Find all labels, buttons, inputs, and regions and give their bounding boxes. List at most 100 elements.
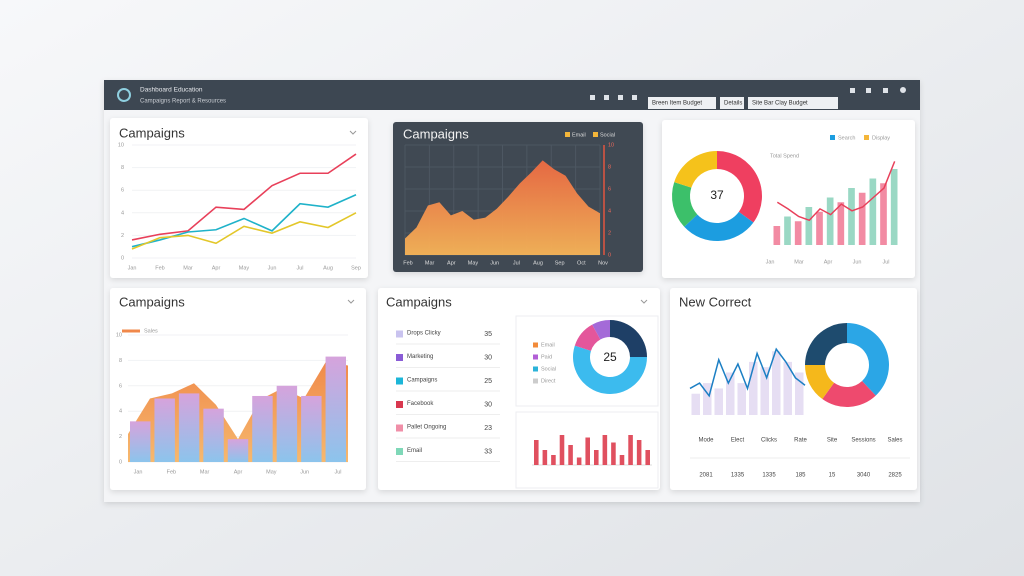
bar — [749, 361, 758, 415]
series-line — [689, 347, 806, 398]
bar — [551, 455, 556, 465]
legend-swatch — [864, 135, 869, 140]
series-line — [776, 161, 896, 222]
table-header: Clicks — [761, 438, 777, 444]
app-title: Dashboard Education — [140, 87, 203, 94]
tab[interactable] — [648, 97, 716, 109]
bar — [880, 183, 887, 245]
icon[interactable] — [604, 95, 609, 100]
legend-swatch — [565, 132, 570, 137]
y-tick-label: 6 — [119, 383, 122, 389]
chevron[interactable] — [347, 299, 355, 304]
table-header: Sessions — [851, 438, 875, 444]
panel-title: New Correct — [679, 294, 752, 309]
y-tick-label: 10 — [608, 142, 614, 148]
donut-segment — [847, 323, 889, 396]
donut-segment — [610, 320, 647, 357]
bar — [576, 457, 582, 465]
bar — [805, 207, 813, 245]
icon[interactable] — [590, 95, 595, 100]
x-tick-label: Feb — [403, 260, 412, 266]
icon[interactable] — [883, 88, 888, 93]
x-tick-label: Jan — [766, 259, 775, 265]
x-tick-label: Jan — [134, 469, 143, 475]
bar — [795, 372, 804, 415]
toolbar-icons — [590, 87, 906, 100]
chevron[interactable] — [640, 299, 648, 304]
bar — [858, 192, 866, 245]
y-tick-label: 0 — [119, 459, 122, 465]
donut-segment — [592, 320, 610, 340]
row-label: Facebook — [407, 401, 434, 407]
bar — [636, 440, 642, 465]
table-header: Mode — [698, 438, 714, 444]
table-header: Sales — [887, 438, 902, 444]
x-tick-label: Aug — [533, 260, 543, 266]
x-tick-label: Apr — [212, 265, 221, 271]
table-header: Rate — [794, 438, 807, 444]
bar — [783, 361, 792, 415]
y-tick-label: 2 — [608, 230, 611, 236]
bar — [737, 383, 746, 415]
donut-segment — [573, 345, 647, 395]
y-tick-label: 8 — [119, 358, 122, 364]
x-tick-label: Jul — [882, 259, 889, 265]
x-tick-label: Jun — [853, 259, 862, 265]
bar — [691, 393, 700, 415]
tab[interactable] — [748, 97, 838, 109]
bar — [130, 421, 151, 462]
tab[interactable] — [720, 97, 744, 109]
row-value: 33 — [484, 448, 492, 455]
x-tick-label: Mar — [425, 260, 435, 266]
x-tick-label: Sep — [351, 265, 361, 271]
tab-label: Site Bar Clay Budget — [752, 101, 808, 107]
bar — [203, 408, 224, 462]
legend-label: Search — [838, 135, 855, 141]
bar — [559, 435, 565, 465]
y-tick-label: 4 — [608, 208, 611, 214]
bar — [869, 178, 877, 245]
x-tick-label: Apr — [234, 469, 243, 475]
icon[interactable] — [850, 88, 855, 93]
icon[interactable] — [866, 88, 871, 93]
series-line — [131, 153, 357, 241]
table-cell: 1335 — [762, 473, 776, 479]
table-cell: 1335 — [731, 473, 745, 479]
bar — [534, 440, 539, 465]
panel — [662, 120, 915, 278]
icon[interactable] — [900, 87, 906, 93]
x-tick-label: May — [468, 260, 479, 266]
row-value: 25 — [484, 378, 492, 385]
table-cell: 3040 — [857, 473, 871, 479]
row-swatch — [396, 448, 403, 455]
y-tick-label: 4 — [119, 409, 122, 415]
x-tick-label: Mar — [200, 469, 210, 475]
bar — [628, 435, 633, 465]
bar — [611, 442, 616, 465]
chevron[interactable] — [349, 130, 357, 135]
x-tick-label: Jun — [268, 265, 277, 271]
legend-label: Email — [541, 342, 555, 348]
y-tick-label: 6 — [121, 188, 124, 194]
bar — [542, 450, 548, 465]
icon[interactable] — [632, 95, 637, 100]
logo — [117, 88, 131, 102]
panel-title: Campaigns — [119, 294, 185, 309]
donut-segment — [822, 381, 876, 407]
donut-hole — [591, 338, 629, 376]
table-cell: 185 — [795, 473, 806, 479]
bar — [645, 450, 650, 465]
bar — [760, 367, 769, 415]
y-tick-label: 6 — [608, 186, 611, 192]
y-tick-label: 8 — [608, 164, 611, 170]
x-tick-label: Mar — [794, 259, 804, 265]
x-tick-label: May — [239, 265, 250, 271]
row-label: Email — [407, 448, 422, 454]
row-value: 30 — [484, 401, 492, 408]
y-tick-label: 4 — [121, 210, 124, 216]
panel-title: Campaigns — [119, 125, 185, 140]
bar — [703, 383, 712, 415]
donut-segment — [672, 182, 698, 227]
icon[interactable] — [618, 95, 623, 100]
table-cell: 2825 — [888, 473, 902, 479]
